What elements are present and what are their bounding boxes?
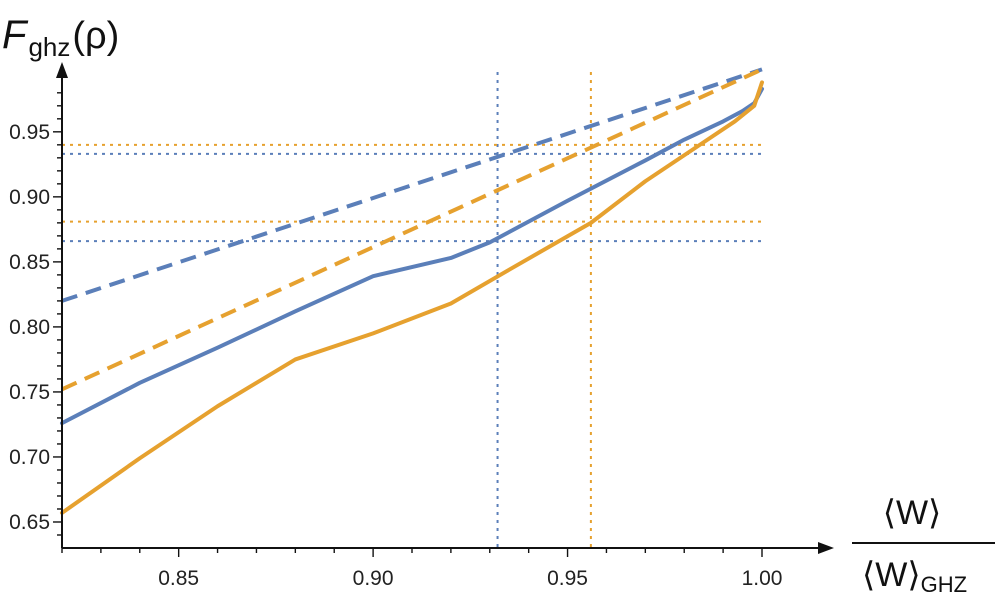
x-axis-arrow-icon [818, 542, 834, 554]
x-tick-label: 0.85 [158, 567, 199, 590]
y-tick-label: 0.80 [9, 316, 50, 339]
tick-marks [53, 92, 763, 557]
y-tick-label: 0.85 [9, 251, 50, 274]
y-axis-label-arg: (ρ) [72, 15, 119, 57]
y-axis-label-sub: ghz [28, 32, 70, 62]
series-line-orange-solid [60, 80, 764, 515]
y-tick-label: 0.75 [9, 381, 50, 404]
y-tick-label: 0.90 [9, 186, 50, 209]
series-lines [60, 67, 764, 515]
axes [56, 62, 834, 554]
x-tick-label: 0.95 [547, 567, 588, 590]
x-axis-label-denominator: ⟨W⟩GHZ [862, 556, 967, 597]
y-tick-label: 0.65 [9, 511, 50, 534]
tick-labels: 0.85 0.90 0.95 1.00 0.65 0.70 0.75 0.80 0.85 0.90… [9, 121, 782, 590]
reference-lines [62, 72, 762, 548]
x-tick-label: 0.90 [353, 567, 394, 590]
x-axis-label-numerator: ⟨W⟩ [883, 494, 942, 532]
y-tick-label: 0.95 [9, 121, 50, 144]
y-axis-arrow-icon [56, 62, 68, 78]
y-axis-label-main: F [2, 13, 29, 57]
y-axis-label: Fghz(ρ) [2, 13, 119, 62]
x-tick-label: 1.00 [742, 567, 783, 590]
series-line-orange-dashed [61, 67, 763, 392]
series-line-blue-solid [60, 86, 764, 426]
y-tick-label: 0.70 [9, 446, 50, 469]
x-axis-label: ⟨W⟩ ⟨W⟩GHZ [852, 494, 995, 597]
series-line-blue-dashed [61, 67, 763, 303]
